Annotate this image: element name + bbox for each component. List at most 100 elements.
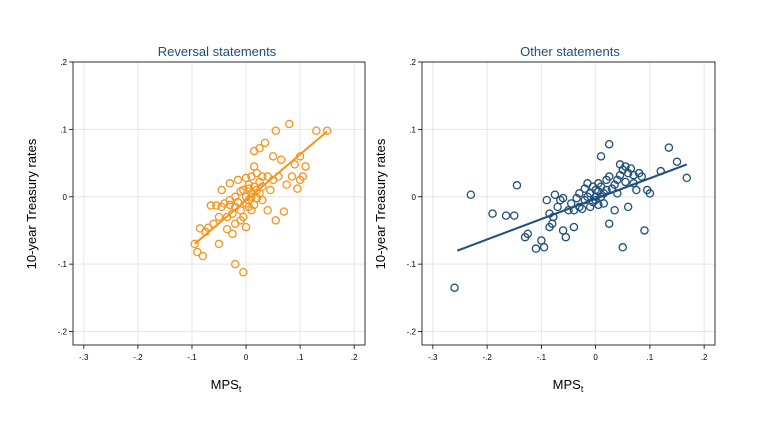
scatter-point xyxy=(255,143,264,153)
scatter-point xyxy=(561,232,571,242)
scatter-point xyxy=(637,172,647,181)
x-tick-label: -.1 xyxy=(187,353,197,362)
x-tick-label: -.1 xyxy=(537,353,547,362)
scatter-point xyxy=(279,207,289,216)
fit-line xyxy=(456,163,688,252)
fit-line-group xyxy=(194,130,328,245)
scatter-point xyxy=(293,184,302,193)
scatter-point xyxy=(212,201,221,210)
scatter-point xyxy=(594,200,603,210)
scatter-point xyxy=(632,185,641,195)
plot-frame xyxy=(421,61,716,346)
scatter-point xyxy=(610,205,619,215)
scatter-point xyxy=(613,175,622,185)
x-axis-title: MPSt xyxy=(553,377,584,394)
scatter-point xyxy=(258,182,267,191)
y-tick-label: -.1 xyxy=(407,260,417,269)
scatter-point xyxy=(266,185,275,195)
scatter-point xyxy=(301,162,310,171)
scatter-point xyxy=(252,193,262,203)
x-tick-label: -.2 xyxy=(133,353,143,362)
scatter-point xyxy=(263,205,272,215)
scatter-point xyxy=(466,190,476,199)
y-axis-title: 10-year Treasury rates xyxy=(373,138,388,269)
panel-other-statements: Other statements 10-year Treasury rates … xyxy=(373,44,716,394)
scatter-point xyxy=(271,126,281,135)
x-tick-label: 0 xyxy=(593,353,598,362)
scatter-point xyxy=(623,168,633,178)
scatter-point xyxy=(285,119,294,129)
x-axis-title-subscript: t xyxy=(581,384,584,394)
scatter-point xyxy=(621,177,630,187)
axes: -.3 -.2 -.1 0 .1 .2 -.2 -.1 0 .1 .2 xyxy=(407,58,716,362)
scatter-point xyxy=(241,222,251,232)
scatter-point xyxy=(228,229,237,239)
scatter-point xyxy=(501,211,511,220)
scatter-point xyxy=(193,247,202,257)
scatter-point xyxy=(217,185,226,195)
y-tick-label: -.2 xyxy=(58,328,68,337)
panel-title: Reversal statements xyxy=(158,44,277,59)
y-axis-title: 10-year Treasury rates xyxy=(24,138,39,269)
scatter-point xyxy=(610,180,619,189)
scatter-point xyxy=(214,212,224,222)
x-tick-label: -.2 xyxy=(482,353,492,362)
scatter-point xyxy=(542,195,552,205)
scatter-point xyxy=(512,181,522,190)
panel-title: Other statements xyxy=(520,44,620,59)
y-tick-label: 0 xyxy=(412,193,417,202)
scatter-point xyxy=(531,244,541,253)
scatter-point xyxy=(247,192,256,202)
scatter-point xyxy=(225,200,235,210)
scatter-point xyxy=(569,222,579,232)
scatter-point xyxy=(214,239,224,249)
scatter-point xyxy=(225,179,235,188)
scatter-point xyxy=(230,259,240,269)
plot-frame xyxy=(72,61,366,346)
x-tick-label: .1 xyxy=(647,353,654,362)
y-tick-label: .1 xyxy=(409,125,416,134)
scatter-point xyxy=(322,126,332,135)
gridlines xyxy=(73,61,365,345)
scatter-point xyxy=(298,172,308,181)
y-tick-label: 0 xyxy=(63,193,68,202)
scatter-point xyxy=(222,224,232,234)
scatter-point xyxy=(258,195,267,205)
x-axis-title-subscript: t xyxy=(239,384,242,394)
scatter-point xyxy=(575,189,584,198)
x-tick-label: .2 xyxy=(701,353,708,362)
scatter-point xyxy=(450,283,459,292)
scatter-point xyxy=(640,226,649,235)
scatter-point xyxy=(539,243,549,252)
scatter-point xyxy=(287,172,297,181)
fit-line-group xyxy=(456,163,688,252)
scatter-point xyxy=(558,193,568,203)
scatter-point xyxy=(623,202,633,212)
scatter-point xyxy=(604,139,614,149)
scatter-point xyxy=(260,138,270,148)
scatter-point xyxy=(618,243,628,252)
scatter-point xyxy=(509,211,519,220)
scatter-point xyxy=(572,193,581,203)
scatter-point xyxy=(290,160,299,169)
x-axis-title: MPSt xyxy=(211,377,242,394)
scatter-point xyxy=(233,197,243,207)
y-tick-label: -.1 xyxy=(58,260,68,269)
scatter-point xyxy=(239,267,248,277)
y-tick-label: .1 xyxy=(60,125,67,134)
x-tick-label: -.3 xyxy=(428,353,438,362)
scatter-points xyxy=(450,139,692,292)
scatter-point xyxy=(629,170,638,180)
scatter-point xyxy=(198,251,208,261)
scatter-point xyxy=(599,199,609,208)
scatter-point xyxy=(276,155,286,164)
x-tick-label: -.3 xyxy=(79,353,89,362)
scatter-point xyxy=(258,172,267,181)
scatter-point xyxy=(282,180,291,189)
x-tick-label: 0 xyxy=(244,353,249,362)
scatter-point xyxy=(239,212,248,222)
scatter-point xyxy=(190,239,199,249)
scatter-point xyxy=(268,152,278,161)
scatter-point xyxy=(672,157,682,166)
